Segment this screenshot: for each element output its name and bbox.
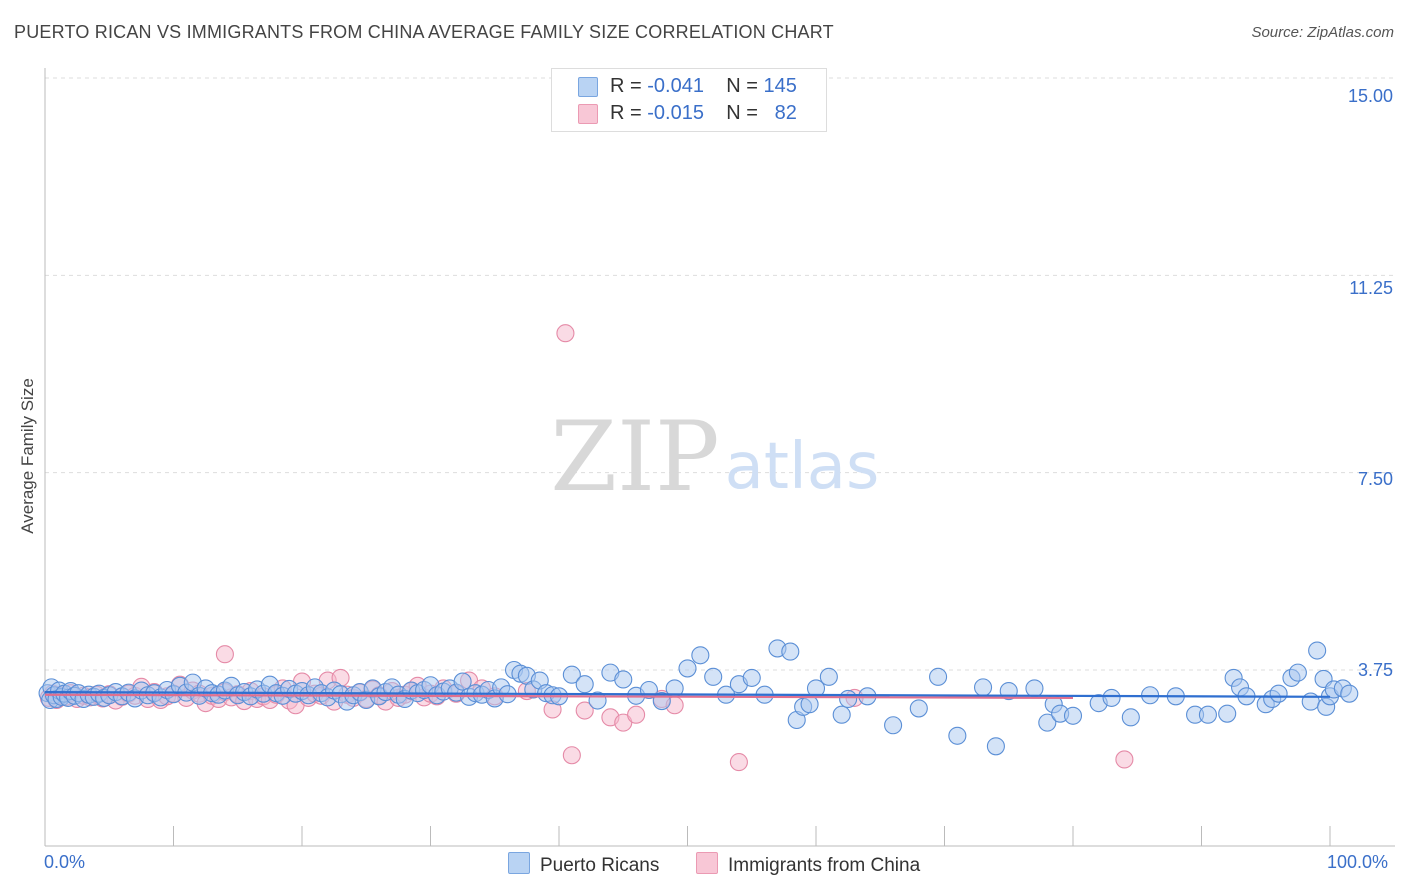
- data-point-puerto-ricans: [1025, 679, 1044, 698]
- watermark: ZIP atlas: [550, 401, 879, 513]
- data-point-puerto-ricans: [909, 699, 928, 718]
- data-point-puerto-ricans: [614, 670, 633, 689]
- legend-r-label: R =: [610, 75, 648, 97]
- data-point-puerto-ricans: [1288, 663, 1307, 682]
- data-point-puerto-ricans: [742, 668, 761, 687]
- data-point-puerto-ricans: [1121, 708, 1140, 727]
- data-point-puerto-ricans: [832, 705, 851, 724]
- chart-title: PUERTO RICAN VS IMMIGRANTS FROM CHINA AV…: [14, 22, 834, 42]
- y-tick-label-11-25: 11.25: [1349, 278, 1393, 298]
- data-point-puerto-ricans: [781, 642, 800, 661]
- watermark-zip: ZIP: [550, 401, 719, 513]
- data-point-immigrants-from-china: [729, 753, 748, 772]
- data-point-puerto-ricans: [973, 678, 993, 697]
- trend-line-immigrants-from-china: [44, 693, 1074, 699]
- data-point-puerto-ricans: [1340, 684, 1359, 703]
- y-tick-label-7-50: 7.50: [1357, 469, 1393, 489]
- y-tick-label-3-75: 3.75: [1357, 660, 1393, 680]
- grid-lines: [45, 77, 1395, 671]
- legend-r-value: -0.041: [647, 75, 704, 97]
- bottom-legend-label: Immigrants from China: [728, 855, 921, 876]
- data-point-puerto-ricans: [948, 726, 967, 745]
- data-point-puerto-ricans: [453, 672, 472, 691]
- data-point-immigrants-from-china: [627, 705, 646, 724]
- bottom-legend-puerto-ricans: Puerto Ricans: [508, 852, 659, 877]
- data-point-puerto-ricans: [986, 737, 1005, 756]
- data-point-immigrants-from-china: [556, 324, 575, 343]
- correlation-legend: R = -0.041 N = 145 R = -0.015 N = 82: [551, 68, 827, 132]
- legend-n-label: N =: [726, 75, 764, 97]
- bottom-legend-swatch-blue: [508, 852, 530, 874]
- legend-r-value: -0.015: [647, 102, 704, 124]
- data-point-puerto-ricans: [1063, 706, 1083, 725]
- data-point-immigrants-from-china: [215, 645, 234, 664]
- bottom-legend-label: Puerto Ricans: [540, 855, 660, 876]
- data-point-puerto-ricans: [1301, 692, 1320, 711]
- data-point-puerto-ricans: [1308, 641, 1327, 660]
- y-tick-label-15: 15.00: [1347, 86, 1393, 106]
- legend-n-value: 145: [763, 75, 797, 97]
- data-point-puerto-ricans: [839, 689, 858, 708]
- data-point-puerto-ricans: [1269, 684, 1288, 703]
- trend-lines: [44, 691, 1331, 699]
- data-point-puerto-ricans: [704, 667, 723, 686]
- legend-n-label: N =: [726, 102, 764, 124]
- legend-swatch-blue: [578, 77, 598, 97]
- axes: [44, 68, 1395, 847]
- data-point-puerto-ricans: [1198, 705, 1217, 724]
- data-point-immigrants-from-china: [562, 746, 581, 765]
- legend-swatch-pink: [578, 104, 598, 124]
- data-point-puerto-ricans: [1218, 704, 1237, 723]
- data-point-immigrants-from-china: [575, 701, 594, 720]
- bottom-legend-immigrants-from-china: Immigrants from China: [696, 852, 920, 877]
- data-point-immigrants-from-china: [1115, 750, 1134, 769]
- legend-n-value: 82: [774, 102, 797, 124]
- bottom-legend-swatch-pink: [696, 852, 718, 874]
- watermark-atlas: atlas: [725, 430, 880, 504]
- data-point-puerto-ricans: [691, 646, 710, 665]
- x-tick-label-right: 100.0%: [1327, 852, 1389, 872]
- data-point-puerto-ricans: [678, 659, 697, 678]
- source-credit: Source: ZipAtlas.com: [1251, 24, 1394, 41]
- data-point-puerto-ricans: [884, 716, 903, 735]
- data-point-puerto-ricans: [562, 665, 581, 684]
- data-point-puerto-ricans: [929, 667, 948, 686]
- data-point-puerto-ricans: [575, 675, 594, 694]
- data-point-puerto-ricans: [1102, 688, 1121, 707]
- trend-line-puerto-ricans: [44, 691, 1331, 698]
- series-immigrants-from-china: [39, 324, 1134, 772]
- data-point-puerto-ricans: [1038, 713, 1057, 732]
- data-point-puerto-ricans: [819, 667, 838, 686]
- legend-r-label: R =: [610, 102, 648, 124]
- x-tick-label-left: 0.0%: [44, 852, 86, 872]
- data-point-puerto-ricans: [800, 695, 819, 714]
